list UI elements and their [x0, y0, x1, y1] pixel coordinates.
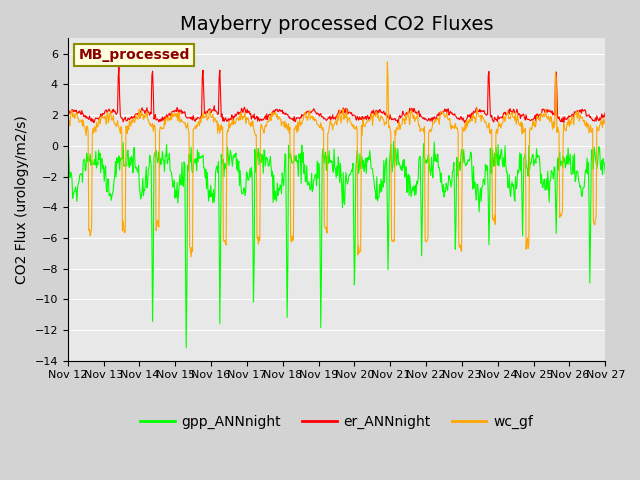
Y-axis label: CO2 Flux (urology/m2/s): CO2 Flux (urology/m2/s) [15, 115, 29, 284]
gpp_ANNnight [227, 147, 234, 153]
gpp_ANNnight [424, 159, 431, 165]
er_ANNnight [392, 118, 400, 123]
gpp_ANNnight [273, 180, 281, 186]
er_ANNnight [273, 107, 281, 112]
wc_gf [424, 237, 431, 243]
Legend: gpp_ANNnight, er_ANNnight, wc_gf: gpp_ANNnight, er_ANNnight, wc_gf [134, 409, 539, 435]
er_ANNnight [227, 116, 234, 122]
gpp_ANNnight [64, 163, 72, 169]
wc_gf [253, 235, 261, 241]
gpp_ANNnight [182, 345, 190, 350]
gpp_ANNnight [253, 156, 261, 162]
Line: er_ANNnight: er_ANNnight [68, 67, 605, 123]
er_ANNnight [253, 113, 261, 119]
wc_gf [273, 112, 281, 118]
er_ANNnight [128, 113, 136, 119]
gpp_ANNnight [394, 154, 401, 160]
wc_gf [227, 123, 234, 129]
gpp_ANNnight [602, 170, 609, 176]
wc_gf [602, 116, 609, 121]
gpp_ANNnight [127, 163, 134, 168]
er_ANNnight [115, 64, 123, 70]
wc_gf [127, 123, 134, 129]
er_ANNnight [64, 111, 72, 117]
wc_gf [394, 125, 401, 131]
er_ANNnight [560, 120, 568, 126]
wc_gf [383, 59, 391, 65]
wc_gf [188, 254, 195, 260]
gpp_ANNnight [390, 138, 397, 144]
wc_gf [64, 115, 72, 120]
Text: MB_processed: MB_processed [79, 48, 190, 62]
Title: Mayberry processed CO2 Fluxes: Mayberry processed CO2 Fluxes [180, 15, 493, 34]
Line: wc_gf: wc_gf [68, 62, 605, 257]
Line: gpp_ANNnight: gpp_ANNnight [68, 141, 605, 348]
er_ANNnight [602, 109, 609, 115]
er_ANNnight [422, 117, 430, 122]
